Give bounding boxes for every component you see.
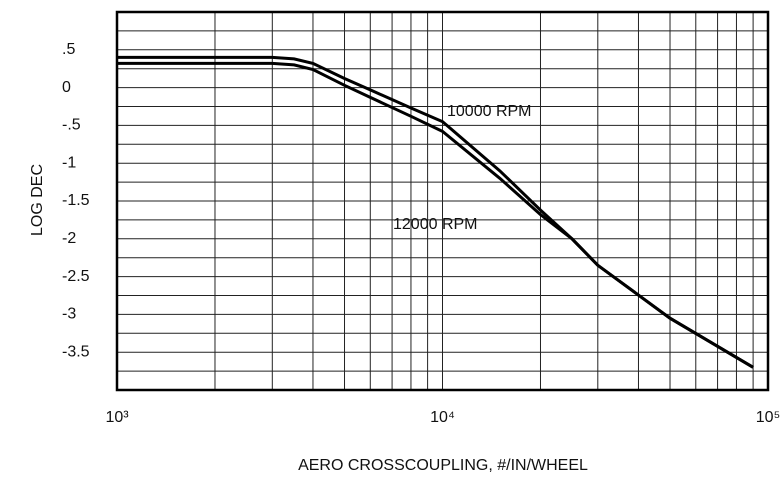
series-label: 10000 RPM bbox=[447, 103, 532, 120]
y-tick-label: -3 bbox=[62, 306, 76, 323]
x-axis-label: AERO CROSSCOUPLING, #/IN/WHEEL bbox=[298, 457, 588, 474]
line-series bbox=[117, 55, 754, 369]
y-tick-label: .5 bbox=[62, 41, 75, 58]
x-tick-label: 10⁴ bbox=[430, 409, 455, 426]
y-tick-label: 0 bbox=[62, 79, 71, 96]
y-tick-label: -2 bbox=[62, 230, 76, 247]
x-tick-label: 10⁵ bbox=[756, 409, 780, 426]
y-tick-label: -2.5 bbox=[62, 268, 90, 285]
line-series bbox=[117, 61, 754, 369]
plot-frame bbox=[115, 10, 770, 392]
y-axis-label: LOG DEC bbox=[29, 164, 46, 236]
y-tick-label: -3.5 bbox=[62, 343, 90, 360]
y-tick-label: -.5 bbox=[62, 117, 81, 134]
y-tick-label: -1.5 bbox=[62, 192, 90, 209]
y-tick-label: -1 bbox=[62, 154, 76, 171]
series-label: 12000 RPM bbox=[393, 216, 478, 233]
x-tick-label: 10³ bbox=[105, 409, 129, 426]
